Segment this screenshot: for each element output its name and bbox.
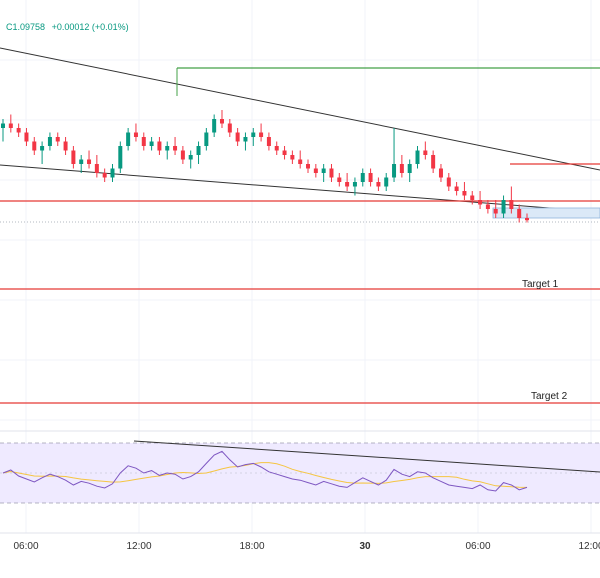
x-tick-label: 06:00 (465, 541, 490, 552)
candle-body (173, 146, 178, 151)
candles-group (1, 110, 529, 223)
candle-body (47, 137, 52, 146)
candle-body (485, 204, 490, 209)
candle-body (274, 146, 279, 151)
candle-body (227, 123, 232, 133)
candle-body (126, 132, 131, 146)
candle-body (337, 177, 342, 182)
close-value: C1.09758 (6, 22, 45, 32)
candle-body (71, 150, 76, 164)
upper-trendline[interactable] (0, 47, 600, 171)
chart-grid (0, 0, 600, 533)
candle-body (392, 164, 397, 178)
candle-body (329, 168, 334, 178)
candle-body (24, 132, 29, 142)
candle-body (376, 182, 381, 187)
candle-body (509, 200, 514, 209)
candle-body (431, 155, 436, 169)
x-tick-label: 30 (359, 541, 371, 552)
candle-body (259, 132, 264, 137)
candle-body (157, 141, 162, 151)
last-close-readout: C1.09758 +0.00012 (+0.01%) (6, 22, 129, 32)
candle-body (196, 146, 201, 155)
candle-body (415, 150, 420, 164)
x-axis-ticks: 06:00 12:00 18:00 30 06:00 12:00 (13, 541, 600, 552)
candle-body (282, 150, 287, 155)
candle-body (251, 132, 256, 137)
candle-body (462, 191, 467, 196)
candle-body (32, 141, 37, 151)
candle-body (399, 164, 404, 173)
candle-body (149, 141, 154, 146)
candle-body (8, 123, 13, 128)
candle-body (110, 168, 115, 178)
candle-body (16, 128, 21, 133)
candle-body (266, 137, 271, 146)
x-tick-label: 12:00 (126, 541, 151, 552)
candle-body (180, 150, 185, 160)
x-tick-label: 18:00 (239, 541, 264, 552)
candle-body (478, 200, 483, 205)
candle-body (454, 186, 459, 191)
candle-body (438, 168, 443, 178)
candle-body (368, 173, 373, 182)
candle-body (313, 168, 318, 173)
candle-body (517, 209, 522, 218)
candle-body (63, 141, 68, 151)
candle-body (407, 164, 412, 173)
x-tick-label: 12:00 (578, 541, 600, 552)
candle-body (79, 159, 84, 164)
candle-body (321, 168, 326, 173)
candle-body (118, 146, 123, 169)
candle-body (243, 137, 248, 142)
candle-body (360, 173, 365, 182)
target2-label: Target 2 (531, 391, 568, 402)
x-tick-label: 06:00 (13, 541, 38, 552)
candle-body (94, 164, 99, 173)
candle-body (102, 173, 107, 178)
candle-body (352, 182, 357, 187)
change-value: +0.00012 (+0.01%) (52, 22, 129, 32)
candle-body (501, 200, 506, 214)
candle-body (212, 119, 217, 133)
candle-body (446, 177, 451, 187)
candle-body (423, 150, 428, 155)
candle-body (87, 159, 92, 164)
candle-body (165, 146, 170, 151)
candle-body (188, 155, 193, 160)
support-zone[interactable] (492, 207, 600, 219)
candle-body (55, 137, 60, 142)
candle-body (141, 137, 146, 146)
candle-body (345, 182, 350, 187)
rsi-line (2, 450, 528, 492)
candle-body (384, 177, 389, 187)
candle-body (1, 123, 5, 128)
candle-body (525, 218, 529, 221)
target1-label: Target 1 (522, 279, 559, 290)
candle-body (204, 132, 209, 146)
candle-body (133, 132, 138, 137)
candle-body (298, 159, 303, 164)
candle-body (470, 195, 475, 200)
candle-body (40, 146, 45, 151)
candle-body (235, 132, 240, 142)
candle-body (306, 164, 311, 169)
candle-body (219, 119, 224, 124)
candle-body (493, 209, 498, 214)
candle-body (290, 155, 295, 160)
rsi-moving-average (2, 462, 528, 488)
rsi-trendline[interactable] (133, 440, 600, 473)
lower-trendline[interactable] (0, 164, 600, 213)
